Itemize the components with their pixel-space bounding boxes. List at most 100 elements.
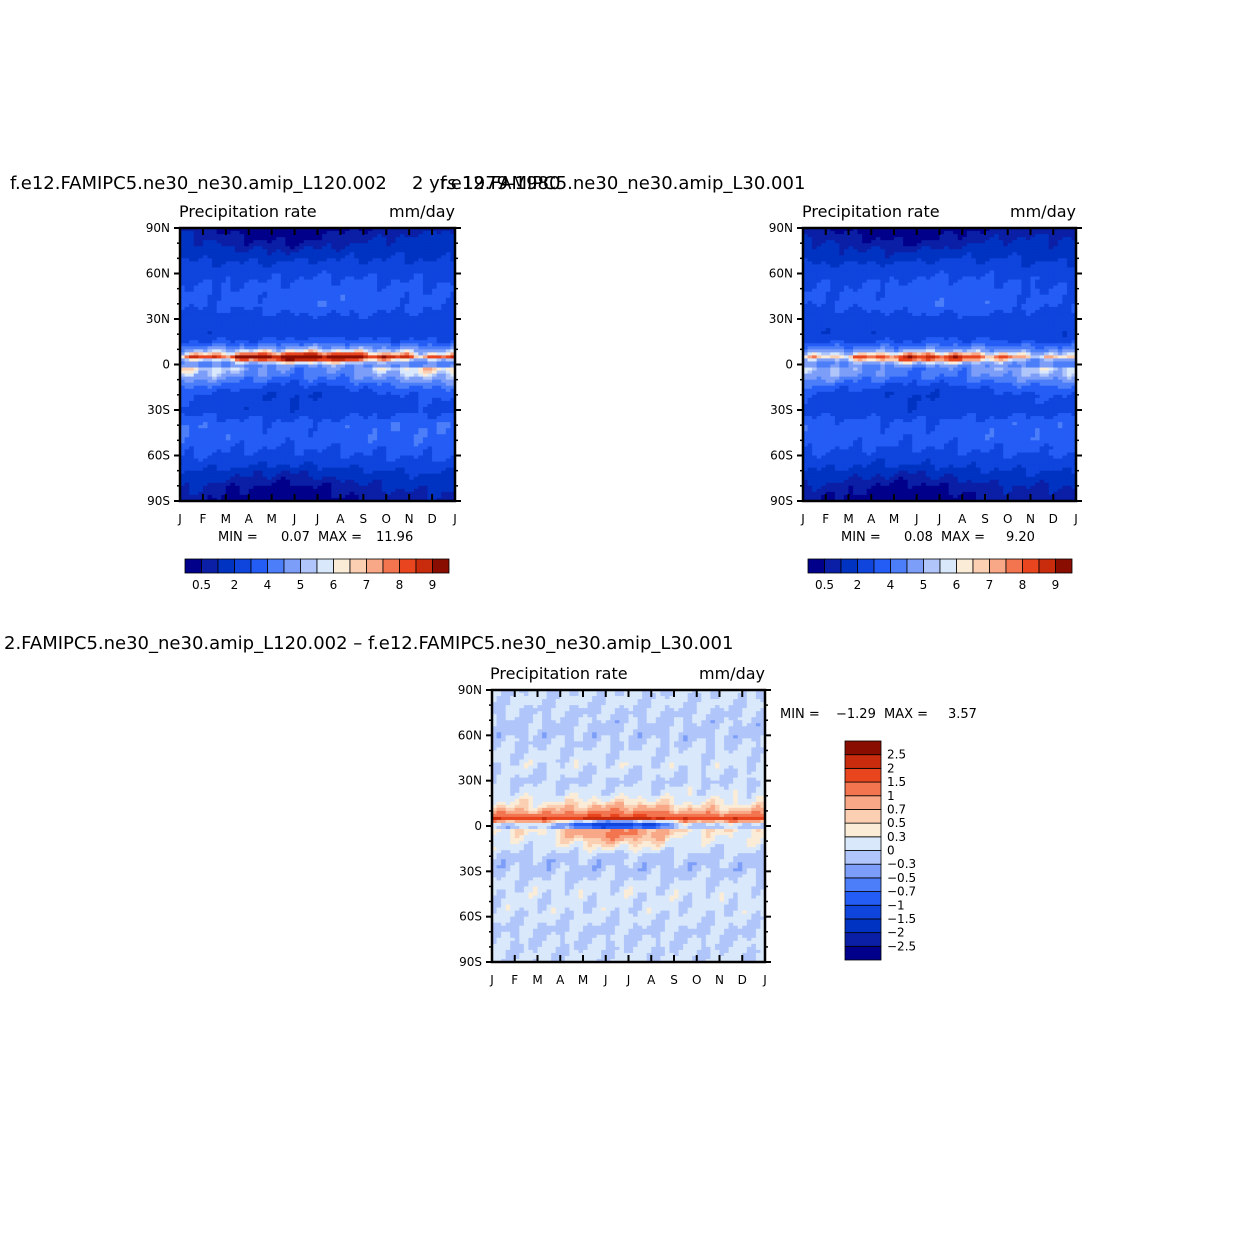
field-cell xyxy=(235,279,241,284)
field-cell xyxy=(317,322,323,326)
field-cell xyxy=(340,410,346,414)
field-cell xyxy=(207,279,213,284)
field-cell xyxy=(354,240,360,244)
field-cell xyxy=(427,246,433,250)
field-cell xyxy=(294,449,300,454)
field-cell xyxy=(358,297,364,302)
field-cell xyxy=(335,297,342,302)
field-cell xyxy=(432,419,438,423)
field-cell xyxy=(276,440,282,444)
field-cell xyxy=(322,464,328,469)
field-cell xyxy=(450,346,455,350)
field-cell xyxy=(436,376,442,381)
field-cell xyxy=(354,255,360,259)
field-cell xyxy=(445,264,452,269)
field-cell xyxy=(335,300,342,305)
field-cell xyxy=(381,231,387,235)
field-cell xyxy=(413,252,419,256)
field-cell xyxy=(317,382,323,387)
field-cell xyxy=(427,358,433,363)
field-cell xyxy=(372,249,378,253)
field-cell xyxy=(335,458,342,463)
field-cell xyxy=(280,355,287,360)
field-cell xyxy=(367,449,374,454)
field-cell xyxy=(180,473,186,478)
field-cell xyxy=(280,319,287,323)
field-cell xyxy=(390,364,397,369)
field-cell xyxy=(303,437,309,441)
field-cell xyxy=(404,291,410,296)
field-cell xyxy=(248,328,254,332)
field-cell xyxy=(381,443,387,447)
field-cell xyxy=(418,391,424,396)
field-cell xyxy=(262,249,268,253)
field-cell xyxy=(271,443,277,447)
field-cell xyxy=(184,249,190,253)
field-cell xyxy=(381,285,387,290)
field-cell xyxy=(271,240,277,244)
field-cell xyxy=(193,285,199,290)
field-cell xyxy=(248,315,254,320)
field-cell xyxy=(239,252,245,256)
field-cell xyxy=(225,388,232,393)
field-cell xyxy=(216,391,222,396)
field-cell xyxy=(317,297,323,302)
field-cell xyxy=(418,252,424,256)
field-cell xyxy=(427,355,433,360)
field-cell xyxy=(404,349,410,353)
field-cell xyxy=(354,373,360,378)
field-cell xyxy=(271,315,277,320)
field-cell xyxy=(193,367,199,372)
field-cell xyxy=(253,325,259,329)
field-cell xyxy=(377,452,383,457)
field-cell xyxy=(390,312,397,317)
field-cell xyxy=(322,458,328,463)
field-cell xyxy=(180,322,186,326)
field-cell xyxy=(216,312,222,317)
field-cell xyxy=(248,297,254,302)
field-cell xyxy=(418,467,424,472)
field-cell xyxy=(363,391,369,396)
field-cell xyxy=(235,355,241,360)
field-cell xyxy=(216,228,222,232)
field-cell xyxy=(395,358,401,363)
field-cell xyxy=(422,228,429,232)
field-cell xyxy=(202,446,209,451)
field-cell xyxy=(299,410,305,414)
field-cell xyxy=(331,400,337,405)
field-cell xyxy=(381,473,387,478)
field-cell xyxy=(322,282,328,287)
field-cell xyxy=(331,243,337,247)
field-cell xyxy=(212,234,218,238)
field-cell xyxy=(271,370,277,375)
field-cell xyxy=(248,264,254,269)
field-cell xyxy=(400,240,406,244)
field-cell xyxy=(445,276,452,281)
field-cell xyxy=(280,473,287,478)
field-cell xyxy=(436,403,442,408)
field-cell xyxy=(400,422,406,426)
field-cell xyxy=(239,410,245,414)
field-cell xyxy=(445,322,452,326)
field-cell xyxy=(386,376,392,381)
field-cell xyxy=(299,264,305,269)
field-cell xyxy=(235,325,241,329)
field-cell xyxy=(294,282,300,287)
field-cell xyxy=(308,264,314,269)
field-cell xyxy=(358,291,364,296)
field-cell xyxy=(184,413,190,417)
field-cell xyxy=(253,270,259,275)
field-cell xyxy=(308,297,314,302)
field-cell xyxy=(267,291,273,296)
field-cell xyxy=(358,403,364,408)
field-cell xyxy=(308,394,314,399)
field-cell xyxy=(349,461,355,466)
field-cell xyxy=(409,467,415,472)
field-cell xyxy=(418,322,424,326)
field-cell xyxy=(345,376,351,381)
field-cell xyxy=(335,334,342,338)
field-cell xyxy=(239,319,245,323)
field-cell xyxy=(395,346,401,350)
field-cell xyxy=(244,406,250,411)
field-cell xyxy=(386,367,392,372)
